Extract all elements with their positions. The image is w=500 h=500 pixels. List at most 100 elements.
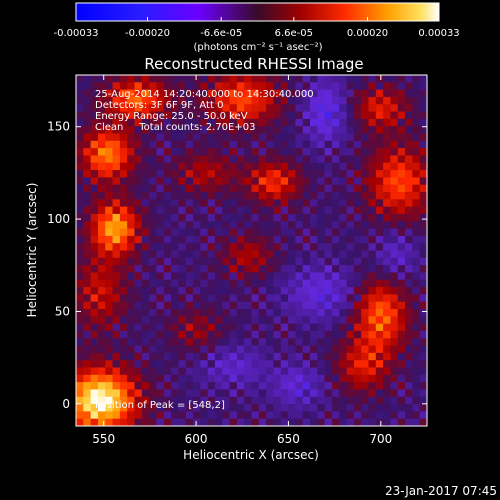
heatmap-cell — [317, 360, 326, 369]
heatmap-cell — [361, 75, 370, 83]
heatmap-cell — [90, 221, 99, 230]
heatmap-cell — [185, 140, 194, 149]
heatmap-cell — [346, 199, 355, 208]
heatmap-cell — [119, 177, 128, 186]
heatmap-cell — [412, 279, 421, 288]
heatmap-cell — [90, 250, 99, 259]
heatmap-cell — [258, 374, 267, 383]
heatmap-cell — [280, 221, 289, 230]
heatmap-cell — [258, 221, 267, 230]
heatmap-cell — [149, 404, 158, 412]
heatmap-cell — [105, 184, 114, 193]
heatmap-cell — [156, 389, 165, 398]
heatmap-cell — [273, 243, 282, 252]
heatmap-cell — [229, 82, 238, 91]
heatmap-cell — [346, 374, 355, 383]
heatmap-cell — [375, 89, 384, 98]
heatmap-cell — [244, 118, 253, 127]
heatmap-cell — [397, 418, 406, 426]
annotation-clean-counts: Clean Total counts: 2.70E+03 — [95, 122, 255, 133]
heatmap-cell — [317, 352, 326, 361]
heatmap-cell — [97, 235, 106, 244]
heatmap-cell — [141, 301, 150, 310]
heatmap-cell — [368, 192, 377, 200]
heatmap-cell — [185, 82, 194, 91]
heatmap-cell — [295, 250, 304, 259]
heatmap-cell — [141, 257, 150, 266]
heatmap-cell — [331, 75, 340, 83]
heatmap-cell — [193, 352, 201, 361]
heatmap-cell — [368, 389, 377, 398]
heatmap-cell — [163, 418, 172, 426]
heatmap-cell — [127, 96, 136, 105]
heatmap-cell — [83, 338, 92, 347]
heatmap-cell — [200, 418, 209, 426]
heatmap-cell — [419, 213, 427, 222]
heatmap-cell — [375, 228, 384, 237]
heatmap-cell — [383, 140, 392, 149]
heatmap-cell — [178, 192, 187, 200]
heatmap-cell — [295, 89, 304, 98]
heatmap-cell — [405, 330, 413, 339]
heatmap-cell — [97, 404, 106, 412]
heatmap-cell — [331, 309, 340, 317]
heatmap-cell — [200, 235, 209, 244]
heatmap-cell — [112, 389, 121, 398]
heatmap-cell — [200, 162, 209, 171]
heatmap-cell — [127, 111, 136, 120]
heatmap-cell — [163, 118, 172, 127]
heatmap-cell — [390, 82, 399, 91]
x-tick-label: 600 — [185, 432, 208, 446]
heatmap-cell — [361, 360, 370, 369]
heatmap-cell — [178, 133, 187, 142]
heatmap-cell — [156, 411, 165, 420]
heatmap-cell — [171, 104, 179, 113]
heatmap-cell — [310, 279, 318, 288]
heatmap-cell — [317, 133, 326, 142]
heatmap-cell — [361, 367, 370, 376]
heatmap-cell — [361, 396, 370, 405]
heatmap-cell — [127, 140, 136, 149]
heatmap-cell — [390, 352, 399, 361]
heatmap-cell — [214, 294, 223, 303]
heatmap-cell — [324, 162, 333, 171]
heatmap-cell — [280, 126, 289, 135]
heatmap-cell — [375, 418, 384, 426]
heatmap-cell — [405, 338, 413, 347]
heatmap-cell — [317, 140, 326, 149]
heatmap-cell — [178, 250, 187, 259]
heatmap-cell — [149, 192, 158, 200]
heatmap-cell — [229, 250, 238, 259]
heatmap-cell — [127, 352, 136, 361]
heatmap-cell — [419, 111, 427, 120]
heatmap-cell — [229, 316, 238, 325]
heatmap-cell — [193, 148, 201, 157]
heatmap-cell — [229, 396, 238, 405]
heatmap-cell — [119, 382, 128, 391]
heatmap-cell — [390, 199, 399, 208]
heatmap-cell — [288, 404, 296, 412]
heatmap-cell — [346, 82, 355, 91]
heatmap-cell — [339, 257, 348, 266]
heatmap-cell — [397, 404, 406, 412]
heatmap-cell — [353, 104, 362, 113]
heatmap-cell — [405, 360, 413, 369]
heatmap-cell — [353, 257, 362, 266]
heatmap-cell — [141, 192, 150, 200]
heatmap-cell — [339, 111, 348, 120]
heatmap-cell — [236, 96, 245, 105]
heatmap-cell — [149, 265, 158, 274]
heatmap-cell — [317, 221, 326, 230]
heatmap-cell — [236, 243, 245, 252]
heatmap-cell — [302, 265, 311, 274]
heatmap-cell — [127, 330, 136, 339]
heatmap-cell — [273, 206, 282, 215]
heatmap-cell — [405, 352, 413, 361]
heatmap-cell — [331, 148, 340, 157]
heatmap-cell — [266, 118, 275, 127]
heatmap-cell — [375, 250, 384, 259]
heatmap-cell — [90, 213, 99, 222]
heatmap-cell — [97, 111, 106, 120]
heatmap-cell — [324, 279, 333, 288]
heatmap-cell — [193, 104, 201, 113]
